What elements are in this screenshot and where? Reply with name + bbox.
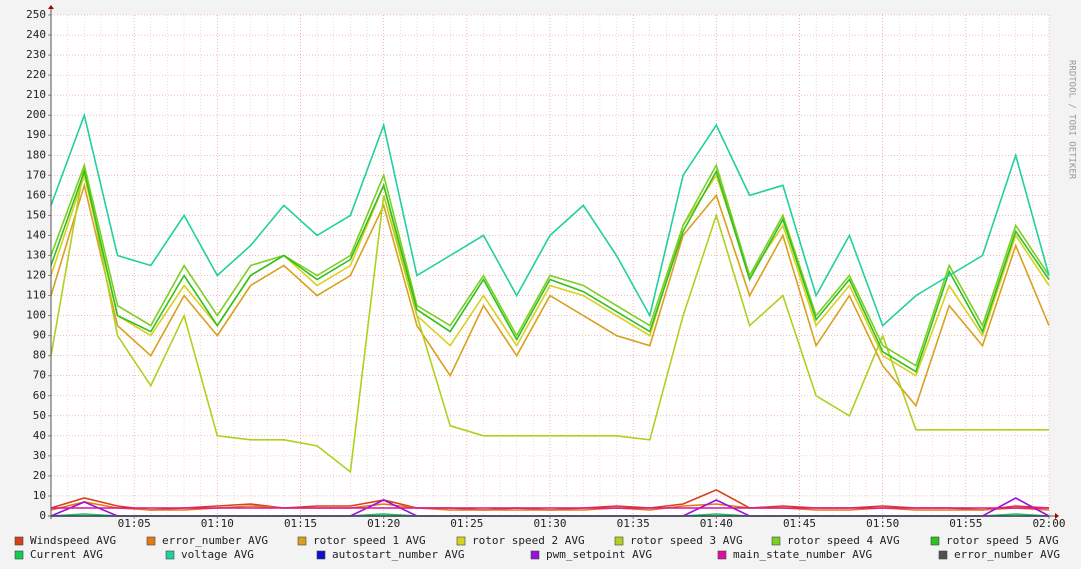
x-tick-label: 01:40 [700,517,733,530]
y-tick-label: 150 [26,208,46,221]
legend-swatch [14,536,24,546]
legend-swatch [717,550,727,560]
y-tick-label: 190 [26,128,46,141]
legend-label: autostart_number AVG [332,548,464,561]
x-tick-label: 01:10 [201,517,234,530]
legend-label: main_state_number AVG [733,548,872,561]
legend-label: voltage AVG [181,548,254,561]
legend-label: pwm_setpoint AVG [546,548,652,561]
legend-label: rotor speed 1 AVG [313,534,426,547]
y-tick-label: 100 [26,309,46,322]
series-line [50,168,1050,373]
y-tick-label: 10 [33,489,46,502]
y-tick-label: 200 [26,108,46,121]
legend-label: error_number AVG [954,548,1060,561]
y-tick-label: 110 [26,289,46,302]
y-tick-label: 240 [26,28,46,41]
x-tick-label: 01:50 [866,517,899,530]
x-tick-label: 02:00 [1032,517,1065,530]
y-axis-arrow [48,5,54,9]
y-tick-label: 60 [33,389,46,402]
y-tick-label: 0 [39,509,46,522]
legend-swatch [297,536,307,546]
y-tick-label: 50 [33,409,46,422]
y-tick-label: 40 [33,429,46,442]
legend-swatch [530,550,540,560]
legend-swatch [930,536,940,546]
legend-swatch [938,550,948,560]
y-tick-label: 80 [33,349,46,362]
legend-label: rotor speed 3 AVG [630,534,743,547]
y-tick-label: 130 [26,248,46,261]
y-tick-label: 160 [26,188,46,201]
y-tick-label: 230 [26,48,46,61]
x-tick-label: 01:05 [118,517,151,530]
watermark: RRDTOOL / TOBI OETIKER [1067,60,1077,180]
series-line [50,165,1049,474]
series-line [50,182,1050,408]
x-tick-label: 01:30 [533,517,566,530]
legend-swatch [14,550,24,560]
legend-swatch [146,536,156,546]
x-tick-label: 01:45 [783,517,816,530]
y-tick-label: 170 [26,168,46,181]
y-tick-label: 220 [26,68,46,81]
legend-swatch [771,536,781,546]
series-line [50,112,1050,327]
legend-swatch [316,550,326,560]
x-tick-label: 01:35 [617,517,650,530]
legend-label: rotor speed 5 AVG [946,534,1059,547]
x-tick-label: 01:20 [367,517,400,530]
y-tick-label: 250 [26,8,46,21]
legend-swatch [165,550,175,560]
y-tick-label: 20 [33,469,46,482]
x-tick-label: 01:15 [284,517,317,530]
legend-label: Current AVG [30,548,103,561]
x-tick-label: 01:25 [450,517,483,530]
y-tick-label: 180 [26,148,46,161]
legend-swatch [614,536,624,546]
y-tick-label: 90 [33,329,46,342]
y-tick-label: 120 [26,269,46,282]
x-tick-label: 01:55 [949,517,982,530]
legend-swatch [456,536,466,546]
legend-label: rotor speed 4 AVG [787,534,900,547]
legend-label: error_number AVG [162,534,268,547]
y-tick-label: 30 [33,449,46,462]
y-tick-label: 70 [33,369,46,382]
y-tick-label: 140 [26,228,46,241]
legend-label: rotor speed 2 AVG [472,534,585,547]
legend-label: Windspeed AVG [30,534,116,547]
series-line [50,162,1050,367]
x-axis-arrow [1055,513,1059,519]
y-tick-label: 210 [26,88,46,101]
